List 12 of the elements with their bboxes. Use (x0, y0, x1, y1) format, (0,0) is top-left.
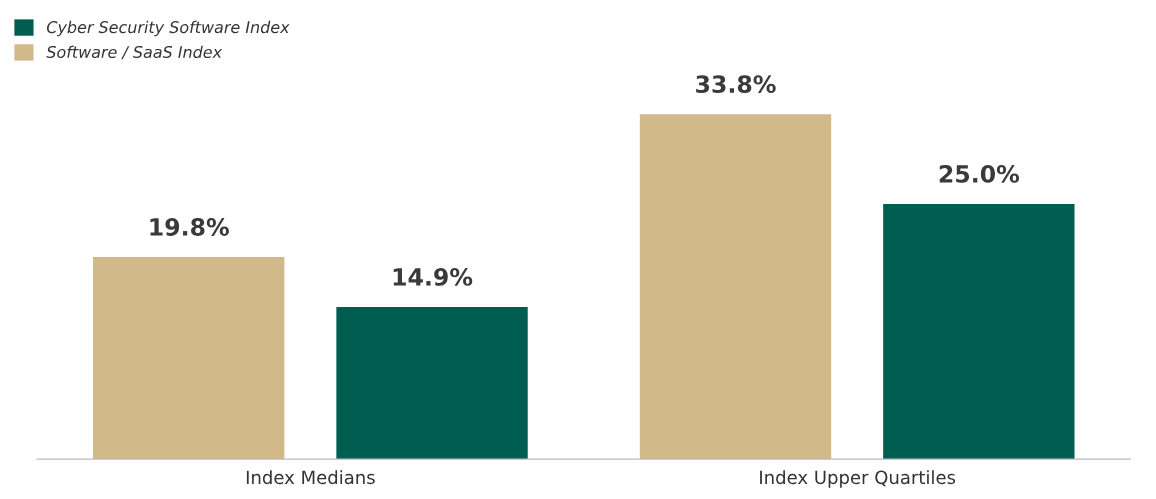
legend-label: Software / SaaS Index (46, 45, 223, 60)
bar (336, 307, 528, 460)
data-label: 33.8% (696, 75, 776, 94)
data-label: 19.8% (150, 218, 229, 236)
data-label: 25.0% (939, 164, 1020, 183)
data-label: 14.9% (393, 268, 473, 286)
bar (93, 257, 285, 460)
bar (883, 204, 1075, 460)
x-tick-label: Index Medians (246, 470, 375, 485)
bar (639, 114, 832, 460)
x-tick-label: Index Upper Quartiles (760, 470, 956, 488)
legend-label: Cyber Security Software Index (46, 20, 290, 37)
